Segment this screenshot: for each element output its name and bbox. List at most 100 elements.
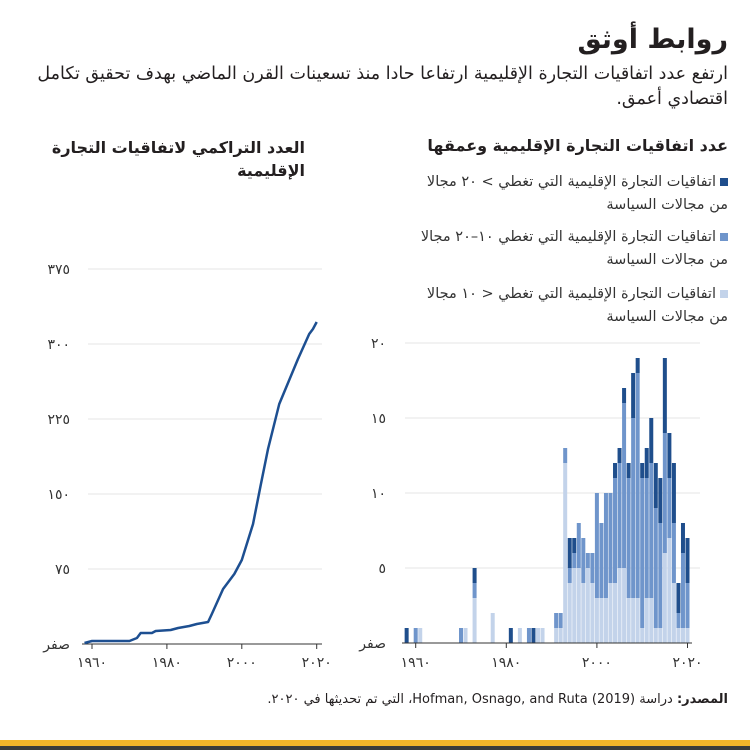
legend-label: اتفاقيات التجارة الإقليمية التي تغطي > ٢… bbox=[426, 174, 728, 213]
bar-segment-medium bbox=[590, 553, 595, 583]
cumulative-line bbox=[84, 321, 318, 645]
bar-segment-medium bbox=[526, 628, 531, 643]
bar-segment-light bbox=[644, 598, 649, 643]
bar-segment-light bbox=[581, 583, 586, 643]
bar-segment-light bbox=[517, 628, 522, 643]
bar-segment-medium bbox=[653, 508, 658, 628]
legend-item-light: اتفاقيات التجارة الإقليمية التي تغطي < ١… bbox=[408, 283, 728, 329]
bar-segment-light bbox=[649, 598, 654, 643]
bar-segment-light bbox=[685, 628, 690, 643]
bar-segment-medium bbox=[644, 478, 649, 598]
bar-segment-light bbox=[635, 598, 640, 643]
bar-segment-medium bbox=[649, 463, 654, 598]
bar-segment-medium bbox=[581, 538, 586, 583]
bar-segment-medium bbox=[572, 553, 577, 568]
y-tick-label: ١٥٠ bbox=[47, 487, 70, 503]
cumulative-chart-title: العدد التراكمي لاتفاقيات التجارة الإقليم… bbox=[51, 138, 305, 180]
y-tick-label: ١٥ bbox=[371, 411, 386, 427]
legend-item-dark: اتفاقيات التجارة الإقليمية التي تغطي > ٢… bbox=[408, 171, 728, 217]
bar-segment-light bbox=[617, 568, 622, 643]
bar-segment-light bbox=[536, 628, 541, 643]
bar-segment-medium bbox=[459, 628, 463, 643]
y-tick-label: ٢٢٥ bbox=[47, 412, 70, 428]
legend-swatch-medium bbox=[720, 233, 728, 241]
bar-segment-dark bbox=[680, 523, 685, 553]
bar-segment-medium bbox=[631, 418, 636, 598]
bar-segment-medium bbox=[576, 523, 581, 568]
bar-segment-dark bbox=[613, 463, 618, 478]
x-tick-label: ١٩٨٠ bbox=[491, 655, 521, 671]
bar-segment-medium bbox=[662, 433, 667, 553]
bar-segment-medium bbox=[599, 523, 604, 598]
footer-band bbox=[0, 740, 750, 746]
bar-segment-medium bbox=[413, 628, 418, 643]
source-note: المصدر: دراسة Hofman, Osnago, and Ruta (… bbox=[267, 692, 728, 707]
bar-segment-light bbox=[540, 628, 545, 643]
bar-segment-light bbox=[667, 538, 672, 643]
bar-segment-dark bbox=[567, 538, 572, 568]
bar-segment-dark bbox=[676, 583, 681, 613]
bar-segment-dark bbox=[404, 628, 409, 643]
bar-segment-dark bbox=[662, 358, 667, 433]
bar-segment-light bbox=[572, 568, 577, 643]
bar-segment-light bbox=[658, 628, 663, 643]
bar-segment-light bbox=[622, 568, 627, 643]
bar-segment-medium bbox=[685, 583, 690, 628]
bar-segment-medium bbox=[563, 448, 568, 463]
bar-segment-dark bbox=[667, 433, 672, 478]
bar-segment-dark bbox=[644, 448, 649, 478]
bar-segment-medium bbox=[603, 493, 608, 598]
bar-segment-light bbox=[576, 568, 581, 643]
bar-segment-light bbox=[418, 628, 423, 643]
bar-segment-dark bbox=[572, 538, 577, 553]
bar-segment-medium bbox=[613, 478, 618, 583]
bar-segment-medium bbox=[622, 403, 627, 568]
chart-title: روابط أوثق bbox=[577, 24, 728, 55]
bar-segment-light bbox=[613, 583, 618, 643]
bar-segment-medium bbox=[558, 613, 563, 628]
bar-segment-light bbox=[472, 598, 477, 643]
bar-segment-medium bbox=[608, 493, 613, 583]
bar-segment-dark bbox=[653, 463, 658, 508]
bar-segment-light bbox=[594, 598, 599, 643]
bar-segment-light bbox=[662, 553, 667, 643]
legend-label: اتفاقيات التجارة الإقليمية التي تغطي < ١… bbox=[426, 286, 728, 325]
bar-segment-light bbox=[585, 568, 590, 643]
bar-segment-light bbox=[590, 583, 595, 643]
x-tick-label: ٢٠٠٠ bbox=[582, 655, 612, 671]
y-tick-label: ٥ bbox=[378, 561, 386, 577]
bar-segment-medium bbox=[472, 583, 477, 598]
bar-segment-dark bbox=[658, 478, 663, 523]
bar-segment-dark bbox=[671, 463, 676, 523]
bar-segment-medium bbox=[667, 478, 672, 538]
bar-segment-light bbox=[631, 598, 636, 643]
bar-segment-light bbox=[563, 463, 568, 643]
x-tick-label: ٢٠٢٠ bbox=[672, 655, 702, 671]
y-tick-label: ٢٠ bbox=[371, 336, 386, 352]
bar-segment-dark bbox=[626, 463, 631, 478]
bar-segment-medium bbox=[617, 463, 622, 568]
x-tick-label: ١٩٦٠ bbox=[77, 655, 107, 671]
y-tick-label: ٧٥ bbox=[55, 562, 70, 578]
legend-label: اتفاقيات التجارة الإقليمية التي تغطي ١٠–… bbox=[420, 229, 728, 268]
bar-segment-light bbox=[640, 628, 645, 643]
bar-segment-medium bbox=[585, 553, 590, 568]
bar-segment-light bbox=[671, 583, 676, 643]
bar-segment-dark bbox=[685, 538, 690, 583]
bar-segment-medium bbox=[554, 613, 559, 628]
y-tick-label: ١٠ bbox=[371, 486, 386, 502]
bar-segment-light bbox=[490, 613, 495, 643]
bar-segment-dark bbox=[622, 388, 627, 403]
bar-segment-light bbox=[554, 628, 559, 643]
legend-swatch-light bbox=[720, 290, 728, 298]
bar-segment-dark bbox=[531, 628, 536, 643]
x-tick-label: ١٩٨٠ bbox=[152, 655, 182, 671]
bar-segment-light bbox=[567, 583, 572, 643]
bar-segment-medium bbox=[658, 523, 663, 628]
bar-segment-light bbox=[608, 583, 613, 643]
bar-segment-dark bbox=[617, 448, 622, 463]
bar-segment-medium bbox=[594, 493, 599, 598]
bar-segment-medium bbox=[635, 373, 640, 598]
bar-segment-dark bbox=[472, 568, 477, 583]
y-tick-label: صفر bbox=[42, 637, 70, 653]
